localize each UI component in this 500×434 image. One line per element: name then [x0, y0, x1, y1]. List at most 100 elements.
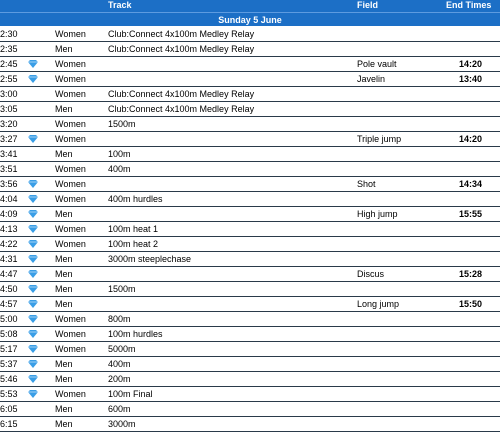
- diamond-shape: [28, 195, 38, 203]
- time: 5:53: [0, 389, 18, 399]
- gender: Men: [55, 359, 73, 369]
- diamond-shape: [28, 390, 38, 398]
- schedule-row: 5:37 Men 400m: [0, 357, 500, 372]
- track-event: 200m: [108, 374, 131, 384]
- diamond-shape: [28, 135, 38, 143]
- date-row: Sunday 5 June: [0, 12, 500, 26]
- field-event: High jump: [357, 209, 398, 219]
- end-time: 13:40: [458, 74, 482, 84]
- track-event: Club:Connect 4x100m Medley Relay: [108, 44, 255, 54]
- diamond-icon: [28, 75, 38, 83]
- schedule-row: 4:50 Men 1500m: [0, 282, 500, 297]
- diamond-shape: [28, 255, 38, 263]
- schedule-row: 3:05 Men Club:Connect 4x100m Medley Relay: [0, 102, 500, 117]
- schedule-row: 4:31 Men 3000m steeplechase: [0, 252, 500, 267]
- diamond-shape: [28, 300, 38, 308]
- gender: Women: [55, 389, 86, 399]
- end-time: 14:34: [458, 179, 482, 189]
- gender: Women: [55, 164, 86, 174]
- track-event: Club:Connect 4x100m Medley Relay: [108, 89, 255, 99]
- schedule-row: 4:47 Men Discus 15:28: [0, 267, 500, 282]
- schedule-row: 5:08 Women 100m hurdles: [0, 327, 500, 342]
- track-event: 100m: [108, 149, 131, 159]
- diamond-icon: [28, 210, 38, 218]
- gender: Women: [55, 29, 86, 39]
- diamond-shape: [28, 225, 38, 233]
- end-time: 15:28: [458, 269, 482, 279]
- gender: Women: [55, 74, 86, 84]
- gender: Men: [55, 404, 73, 414]
- time: 3:00: [0, 89, 18, 99]
- gender: Women: [55, 89, 86, 99]
- schedule-row: 3:00 Women Club:Connect 4x100m Medley Rela…: [0, 87, 500, 102]
- gender: Women: [55, 59, 86, 69]
- gender: Men: [55, 284, 73, 294]
- end-time: 14:20: [458, 134, 482, 144]
- gender: Men: [55, 299, 73, 309]
- time: 3:41: [0, 149, 18, 159]
- diamond-icon: [28, 360, 38, 368]
- gender: Women: [55, 179, 86, 189]
- field-event: Javelin: [357, 74, 386, 84]
- time: 4:04: [0, 194, 18, 204]
- end-time: 15:55: [458, 209, 482, 219]
- track-event: 3000m steeplechase: [108, 254, 192, 264]
- time: 5:00: [0, 314, 18, 324]
- gender: Women: [55, 194, 86, 204]
- schedule-row: 3:56 Women Shot 14:34: [0, 177, 500, 192]
- gender: Men: [55, 269, 73, 279]
- gender: Men: [55, 44, 73, 54]
- diamond-icon: [28, 330, 38, 338]
- schedule-row: 2:35 Men Club:Connect 4x100m Medley Relay: [0, 42, 500, 57]
- schedule-row: 4:57 Men Long jump 15:50: [0, 297, 500, 312]
- track-event: 1500m: [108, 119, 136, 129]
- track-event: 3000m: [108, 419, 136, 429]
- track-event: 1500m: [108, 284, 136, 294]
- end-times-header: End Times: [446, 0, 492, 10]
- schedule-row: 5:53 Women 100m Final: [0, 387, 500, 402]
- diamond-icon: [28, 270, 38, 278]
- gender: Men: [55, 149, 73, 159]
- schedule-row: 5:00 Women 800m: [0, 312, 500, 327]
- gender: Women: [55, 224, 86, 234]
- diamond-shape: [28, 180, 38, 188]
- diamond-shape: [28, 210, 38, 218]
- schedule-row: 6:15 Men 3000m: [0, 417, 500, 432]
- field-event: Long jump: [357, 299, 400, 309]
- schedule-row: 3:41 Men 100m: [0, 147, 500, 162]
- gender: Women: [55, 119, 86, 129]
- schedule-row: 4:09 Men High jump 15:55: [0, 207, 500, 222]
- gender: Women: [55, 239, 86, 249]
- gender: Women: [55, 344, 86, 354]
- time: 2:55: [0, 74, 18, 84]
- gender: Women: [55, 329, 86, 339]
- gender: Men: [55, 374, 73, 384]
- schedule-row: 3:27 Women Triple jump 14:20: [0, 132, 500, 147]
- track-event: 5000m: [108, 344, 136, 354]
- time: 5:17: [0, 344, 18, 354]
- time: 2:30: [0, 29, 18, 39]
- field-event: Shot: [357, 179, 376, 189]
- time: 3:20: [0, 119, 18, 129]
- schedule-row: 2:30 Women Club:Connect 4x100m Medley Rela…: [0, 27, 500, 42]
- track-event: 100m heat 1: [108, 224, 159, 234]
- gender: Women: [55, 314, 86, 324]
- diamond-shape: [28, 330, 38, 338]
- diamond-shape: [28, 345, 38, 353]
- schedule-row: 5:46 Men 200m: [0, 372, 500, 387]
- field-event: Pole vault: [357, 59, 397, 69]
- schedule-row: 2:45 Women Pole vault 14:20: [0, 57, 500, 72]
- diamond-icon: [28, 60, 38, 68]
- diamond-icon: [28, 345, 38, 353]
- schedule-row: 4:04 Women 400m hurdles: [0, 192, 500, 207]
- track-event: 100m Final: [108, 389, 153, 399]
- track-event: 100m heat 2: [108, 239, 159, 249]
- gender: Men: [55, 254, 73, 264]
- header-row: Track Field End Times: [0, 0, 500, 12]
- diamond-shape: [28, 285, 38, 293]
- time: 5:08: [0, 329, 18, 339]
- diamond-shape: [28, 240, 38, 248]
- time: 6:05: [0, 404, 18, 414]
- field-header: Field: [357, 0, 379, 10]
- schedule-row: 2:55 Women Javelin 13:40: [0, 72, 500, 87]
